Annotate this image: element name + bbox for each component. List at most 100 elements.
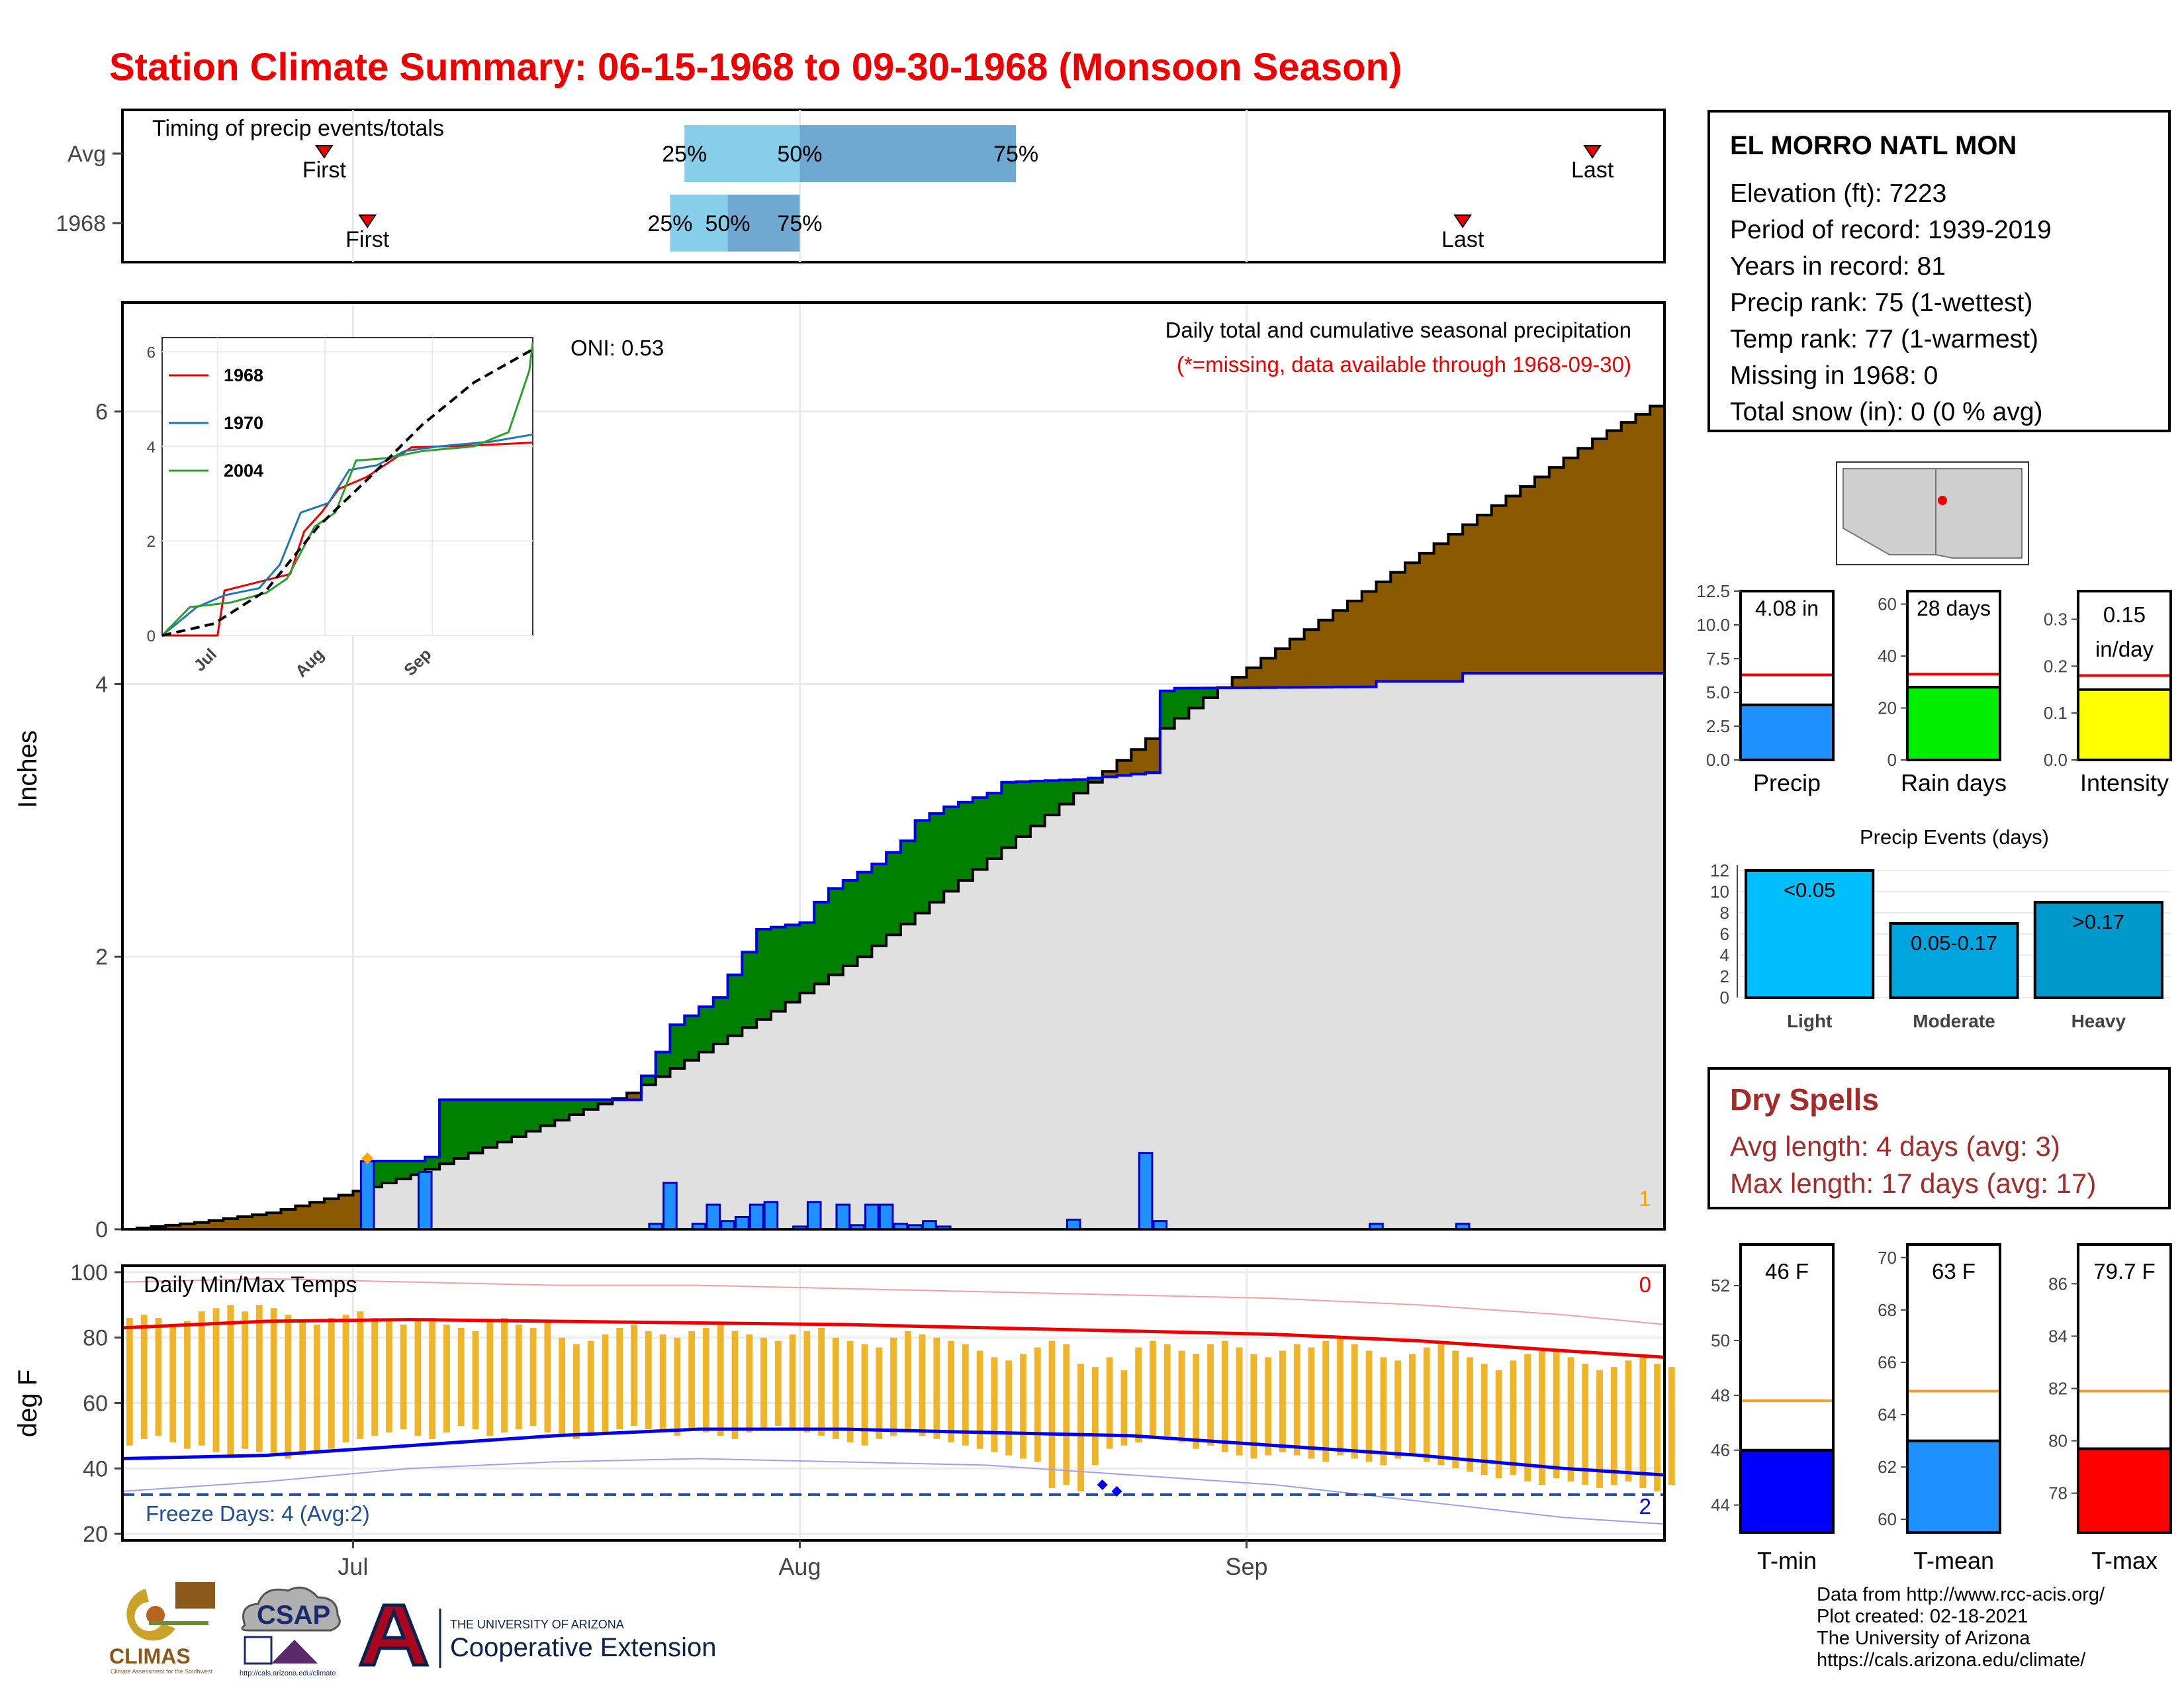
daily-temp-range-bar — [198, 1311, 205, 1446]
precip-panel-frame — [121, 301, 1666, 1231]
daily-temp-range-bar — [1150, 1340, 1156, 1439]
daily-temp-range-bar — [169, 1324, 177, 1442]
summary-y-tick-label: 44 — [1711, 1495, 1730, 1515]
missing-data-marker — [361, 1152, 374, 1164]
daily-temp-range-bar — [1524, 1354, 1531, 1482]
summary-y-tick-label: 50 — [1711, 1331, 1730, 1350]
summary-y-tick-label: 5.0 — [1706, 682, 1730, 702]
precip-events-bar — [2033, 901, 2163, 999]
daily-temp-range-bar — [212, 1308, 220, 1452]
precip-y-tick-label: 6 — [95, 400, 108, 425]
precip-events-category-label: Moderate — [1913, 1011, 1995, 1031]
daily-temp-range-bar — [1337, 1337, 1343, 1456]
temp-y-tick-label: 40 — [83, 1456, 108, 1481]
precip-events-y-tick-label: 0 — [1720, 988, 1729, 1008]
credits: Data from http://www.rcc-acis.org/ Plot … — [1817, 1584, 2105, 1671]
inset-y-tick-label: 6 — [147, 344, 156, 361]
daily-temp-range-bar — [789, 1334, 796, 1430]
record-min-line — [122, 1458, 1665, 1525]
temp-y-axis-label: deg F — [13, 1370, 42, 1437]
csap-mountain-icon — [271, 1640, 318, 1664]
avg-max-line — [122, 1318, 1665, 1359]
daily-temp-range-bar — [659, 1334, 666, 1432]
daily-temp-range-bar — [1091, 1367, 1099, 1466]
freeze-day-marker — [1111, 1485, 1122, 1497]
daily-temp-range-bar — [976, 1350, 983, 1449]
timing-event-marker — [358, 214, 377, 228]
precip-events-bar-label: 0.05-0.17 — [1911, 931, 1997, 955]
station-info-box: EL MORRO NATL MON Elevation (ft): 7223 P… — [1707, 110, 2171, 432]
daily-temp-range-bar — [919, 1334, 926, 1436]
ua-logo: THE UNIVERSITY OF ARIZONA Cooperative Ex… — [358, 1603, 716, 1668]
daily-temp-range-bar — [573, 1344, 580, 1439]
precip-y-tick-label: 2 — [95, 945, 108, 970]
daily-temp-range-bar — [1279, 1350, 1286, 1452]
daily-temp-range-bar — [1423, 1347, 1430, 1462]
csap-logo-text: CSAP — [257, 1601, 330, 1630]
summary-value-label: 28 days — [1917, 596, 1991, 620]
daily-temp-range-bar — [414, 1321, 422, 1436]
daily-temp-range-bar — [314, 1324, 320, 1452]
daily-precip-bar — [878, 1203, 894, 1231]
daily-temp-range-bar — [731, 1331, 739, 1439]
daily-temp-range-bar — [371, 1318, 378, 1436]
avg-min-line — [122, 1427, 1665, 1477]
daily-temp-range-bar — [227, 1305, 234, 1456]
precip-events-y-tick-label: 4 — [1720, 945, 1729, 965]
timing-q25-q50-bar — [670, 195, 728, 252]
daily-temp-range-bar — [1596, 1370, 1603, 1488]
ua-a-icon — [358, 1603, 430, 1667]
summary-bar-t-min — [1741, 1450, 1833, 1532]
precip-events-bar-label: <0.05 — [1784, 878, 1835, 902]
temp-y-tick-label: 20 — [83, 1522, 108, 1547]
timing-row-label: Avg — [68, 142, 106, 167]
daily-temp-range-bar — [703, 1327, 709, 1432]
freeze-day-marker — [1097, 1479, 1108, 1491]
daily-temp-range-bar — [299, 1321, 306, 1456]
summary-value-label: 63 F — [1932, 1259, 1976, 1284]
temp-panel-frame — [121, 1264, 1666, 1542]
temp-y-tick-label: 60 — [83, 1391, 108, 1417]
daily-temp-range-bar — [1380, 1357, 1387, 1466]
summary-value-label: 0.15 — [2103, 602, 2146, 627]
timing-event-label: First — [302, 158, 347, 183]
precip-events-title: Precip Events (days) — [1860, 825, 2049, 849]
daily-temp-range-bar — [515, 1324, 522, 1430]
summary-name-label: T-mean — [1913, 1547, 1994, 1574]
credit-plot-date: Plot created: 02-18-2021 — [1817, 1606, 2028, 1627]
daily-temp-range-bar — [602, 1334, 609, 1432]
station-missing: Missing in 1968: 0 — [1730, 361, 1938, 390]
daily-temp-range-bar — [832, 1337, 839, 1439]
summary-value-label: 4.08 in — [1755, 596, 1819, 620]
daily-temp-range-bar — [1163, 1344, 1171, 1436]
summary-y-tick-label: 10.0 — [1696, 615, 1730, 635]
summary-bar-frame — [1906, 1243, 2001, 1534]
summary-name-label: T-min — [1757, 1547, 1817, 1574]
temp-top-count: 0 — [1639, 1272, 1651, 1297]
daily-temp-range-bar — [486, 1321, 494, 1436]
summary-y-tick-label: 0.3 — [2044, 610, 2068, 630]
summary-y-tick-label: 78 — [2048, 1483, 2068, 1503]
summary-bar-frame — [2077, 590, 2172, 761]
daily-temp-range-bar — [746, 1334, 753, 1432]
daily-temp-range-bar — [1510, 1360, 1517, 1476]
oni-label: ONI: 0.53 — [570, 336, 664, 360]
timing-event-label: Last — [1571, 158, 1614, 183]
summary-y-tick-label: 40 — [1878, 646, 1897, 666]
daily-temp-range-bar — [357, 1311, 364, 1439]
timing-quantile-label: 25% — [647, 211, 692, 236]
daily-temp-range-bar — [1437, 1344, 1445, 1466]
daily-precip-bar — [1066, 1219, 1081, 1231]
dry-spells-max: Max length: 17 days (avg: 17) — [1730, 1168, 2097, 1199]
precip-events-y-tick-label: 6 — [1720, 924, 1729, 944]
daily-temp-range-bar — [1236, 1347, 1243, 1456]
daily-temp-range-bar — [559, 1337, 566, 1436]
daily-temp-range-bar — [501, 1318, 508, 1432]
daily-temp-range-bar — [1048, 1340, 1056, 1488]
summary-y-tick-label: 0.2 — [2044, 656, 2068, 676]
inset-y-tick-label: 4 — [147, 438, 156, 456]
daily-temp-range-bar — [1265, 1357, 1272, 1456]
timing-quantile-label: 25% — [662, 142, 707, 167]
climas-logo-text: CLIMAS — [109, 1644, 191, 1668]
